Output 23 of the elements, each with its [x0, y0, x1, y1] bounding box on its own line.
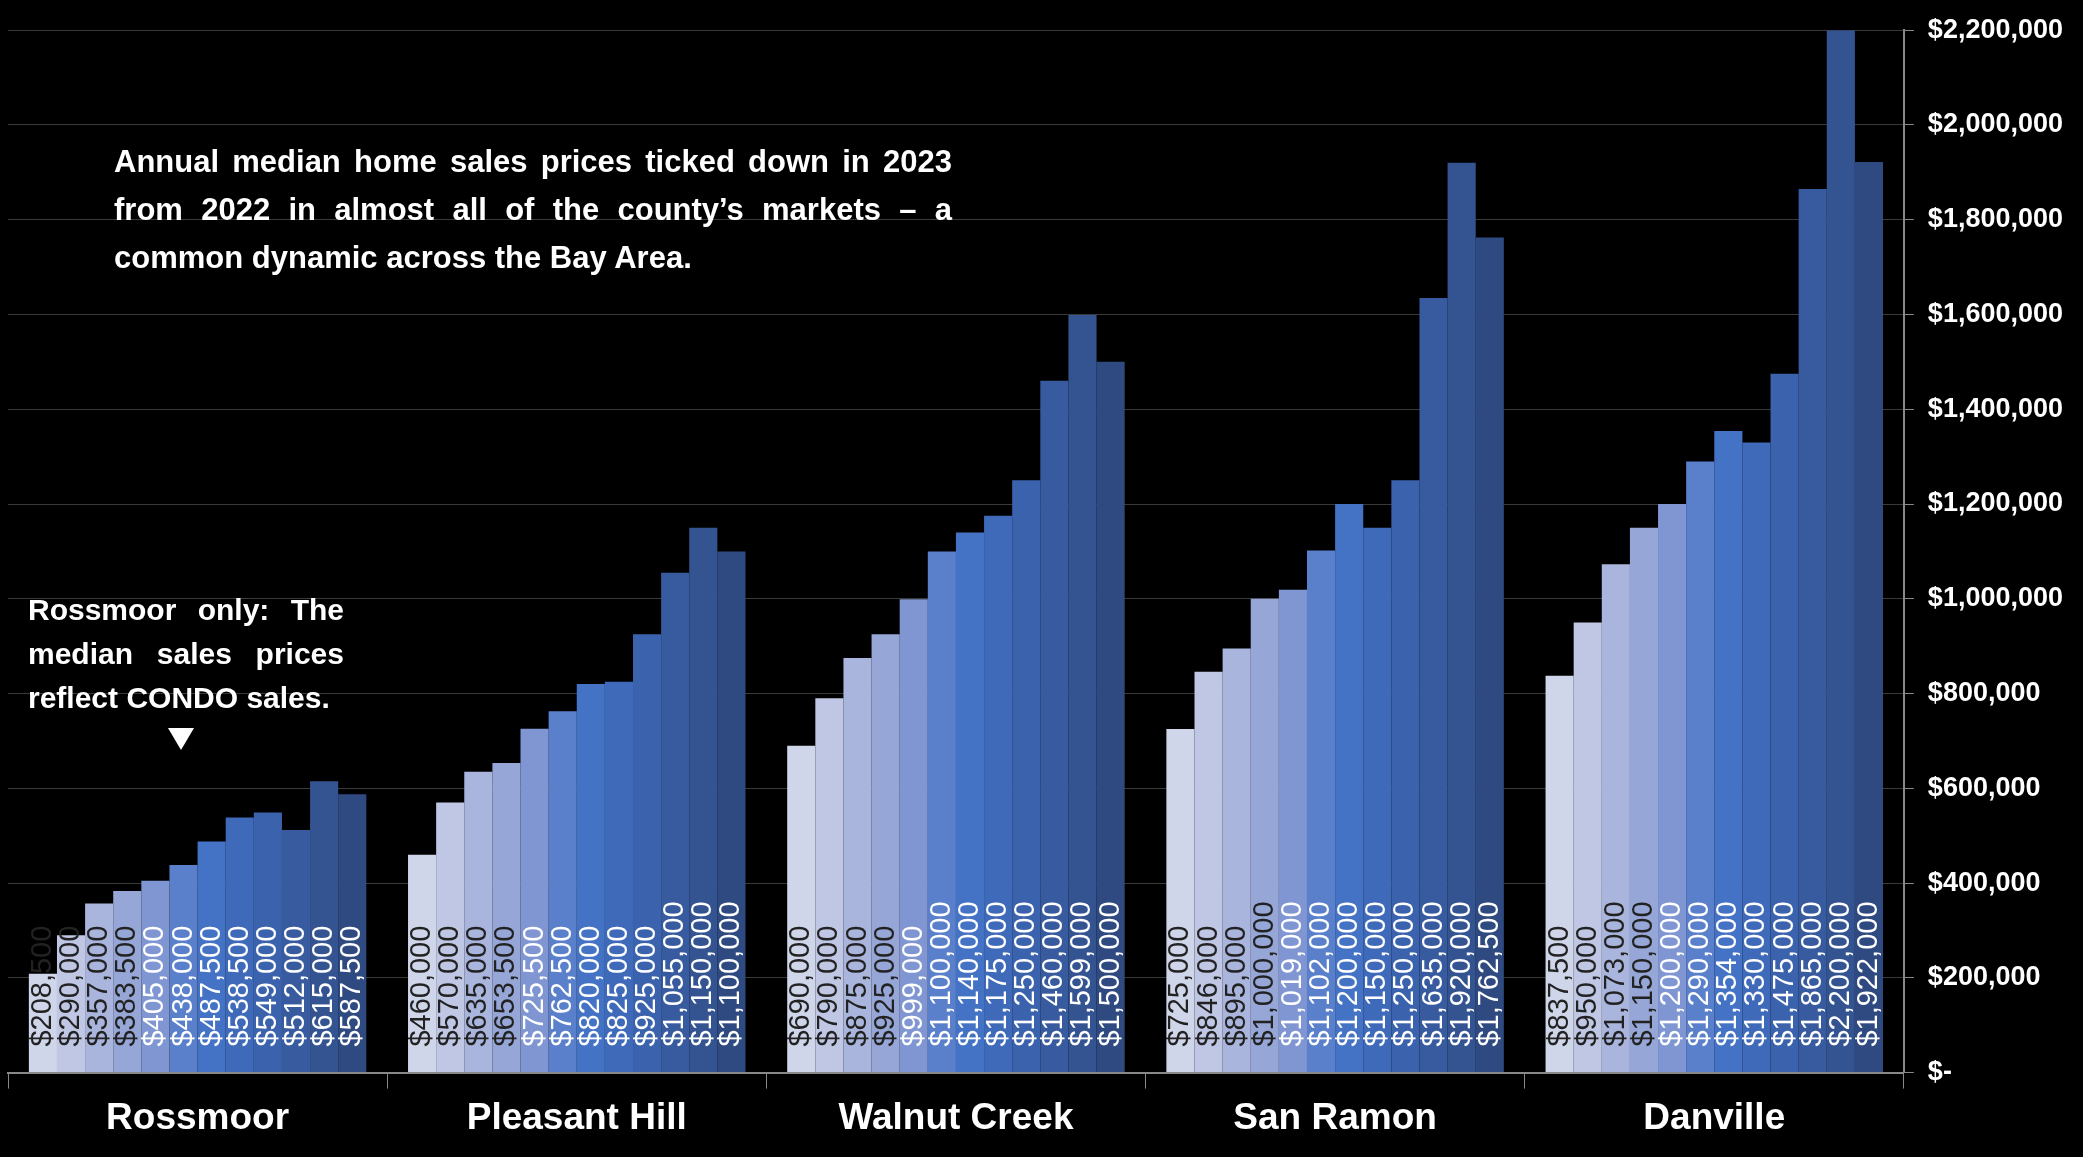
annotation: Annual median home sales prices ticked down in 2023 from 2022 in almost all of the county’s markets – a common dynamic across the Bay Area.: [114, 143, 952, 277]
y-tick-label: $200,000: [1927, 961, 2041, 992]
y-tick-label: $1,200,000: [1927, 487, 2064, 518]
annotation: Rossmoor only: The median sales prices reflect CONDO sales.: [28, 592, 344, 716]
x-tick-label: San Ramon: [1233, 1096, 1437, 1137]
y-tick-label: $2,200,000: [1927, 13, 2064, 44]
data-label: $725,000: [1162, 925, 1195, 1047]
y-tick-label: $400,000: [1927, 866, 2041, 897]
y-tick-label: $800,000: [1927, 677, 2041, 707]
y-tick-label: $-: [1927, 1056, 1952, 1087]
y-tick-label: $1,600,000: [1927, 297, 2064, 328]
x-tick-label: Danville: [1643, 1096, 1786, 1137]
y-tick-label: $2,000,000: [1927, 108, 2064, 139]
x-tick-label: Rossmoor: [106, 1096, 290, 1137]
x-tick-label: Walnut Creek: [838, 1096, 1074, 1137]
data-label: $460,000: [404, 925, 437, 1047]
data-label: $690,000: [783, 925, 816, 1047]
x-tick-label: Pleasant Hill: [466, 1096, 687, 1137]
y-tick-label: $1,800,000: [1927, 203, 2064, 234]
y-tick-label: $1,400,000: [1927, 392, 2064, 423]
y-tick-label: $1,000,000: [1927, 582, 2064, 613]
y-tick-label: $600,000: [1927, 771, 2041, 802]
data-label: $837,500: [1541, 925, 1574, 1047]
